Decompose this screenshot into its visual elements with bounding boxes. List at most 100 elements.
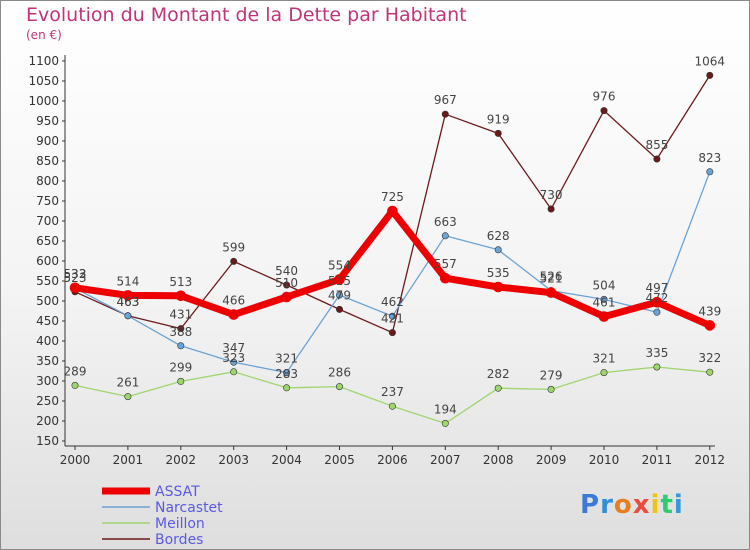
- data-label-narcastet: 628: [487, 229, 510, 243]
- data-label-bordes: 1064: [695, 54, 726, 68]
- data-label-bordes: 855: [645, 138, 668, 152]
- data-point-meillon: [706, 368, 714, 376]
- y-tick-label: 400: [36, 334, 59, 348]
- data-label-assat: 510: [275, 276, 298, 290]
- data-point-assat: [175, 290, 187, 302]
- y-tick-label: 200: [36, 414, 59, 428]
- logo-letter: i: [650, 490, 661, 520]
- x-tick-label: 2011: [642, 453, 673, 467]
- x-tick-label: 2003: [218, 453, 249, 467]
- data-point-assat: [651, 296, 663, 308]
- data-point-meillon: [283, 384, 291, 392]
- logo-letter: r: [600, 490, 614, 520]
- data-point-bordes: [283, 281, 291, 289]
- data-point-meillon: [441, 419, 449, 427]
- data-point-meillon: [653, 363, 661, 371]
- data-point-meillon: [388, 402, 396, 410]
- data-label-assat: 514: [116, 274, 139, 288]
- data-label-meillon: 322: [698, 351, 721, 365]
- data-label-narcastet: 321: [275, 352, 298, 366]
- data-label-assat: 725: [381, 190, 404, 204]
- proxiti-logo: Proxiti: [580, 490, 684, 520]
- data-point-bordes: [388, 329, 396, 337]
- data-label-narcastet: 462: [381, 295, 404, 309]
- data-label-meillon: 279: [540, 368, 563, 382]
- data-label-meillon: 261: [116, 376, 139, 390]
- data-point-narcastet: [124, 312, 132, 320]
- y-tick-label: 1100: [28, 54, 59, 68]
- y-tick-label: 550: [36, 274, 59, 288]
- y-tick-label: 500: [36, 294, 59, 308]
- data-point-narcastet: [335, 291, 343, 299]
- data-point-bordes: [335, 305, 343, 313]
- logo-letter: x: [632, 490, 651, 520]
- data-label-narcastet: 663: [434, 215, 457, 229]
- data-label-bordes: 730: [540, 188, 563, 202]
- data-point-meillon: [547, 385, 555, 393]
- data-point-assat: [545, 287, 557, 298]
- data-point-meillon: [124, 393, 132, 401]
- data-point-assat: [122, 290, 134, 301]
- x-tick-label: 2008: [483, 453, 514, 467]
- data-point-bordes: [230, 257, 238, 265]
- y-tick-label: 900: [36, 134, 59, 148]
- data-label-assat: 533: [64, 267, 87, 281]
- data-label-bordes: 523: [64, 271, 87, 285]
- data-label-bordes: 431: [169, 308, 192, 322]
- y-tick-label: 150: [36, 434, 59, 448]
- data-label-assat: 439: [698, 304, 721, 318]
- x-tick-label: 2005: [324, 453, 355, 467]
- x-tick-label: 2004: [271, 453, 302, 467]
- data-point-narcastet: [283, 369, 291, 377]
- chart-title: Evolution du Montant de la Dette par Hab…: [26, 4, 467, 26]
- x-tick-label: 2009: [536, 453, 567, 467]
- data-label-narcastet: 472: [645, 291, 668, 305]
- data-point-assat: [69, 282, 81, 294]
- x-tick-label: 2010: [589, 453, 620, 467]
- y-tick-label: 950: [36, 114, 59, 128]
- x-tick-label: 2000: [60, 453, 91, 467]
- data-label-bordes: 463: [116, 295, 139, 309]
- y-tick-label: 350: [36, 354, 59, 368]
- data-point-narcastet: [706, 168, 714, 176]
- data-label-narcastet: 526: [540, 270, 563, 284]
- data-point-narcastet: [388, 312, 396, 320]
- data-point-bordes: [441, 110, 449, 118]
- data-label-meillon: 289: [64, 364, 87, 378]
- data-point-narcastet: [230, 358, 238, 366]
- logo-letter: o: [613, 490, 633, 520]
- data-point-assat: [439, 272, 451, 284]
- data-label-meillon: 194: [434, 402, 457, 416]
- y-tick-label: 1000: [28, 94, 59, 108]
- data-label-narcastet: 823: [698, 151, 721, 165]
- y-tick-label: 450: [36, 314, 59, 328]
- data-label-assat: 535: [487, 266, 510, 280]
- x-tick-label: 2012: [695, 453, 726, 467]
- logo-letter: t: [660, 490, 674, 520]
- data-label-narcastet: 532: [64, 267, 87, 281]
- data-label-assat: 513: [169, 275, 192, 289]
- y-tick-label: 700: [36, 214, 59, 228]
- data-point-narcastet: [441, 232, 449, 240]
- data-label-narcastet: 463: [116, 295, 139, 309]
- data-point-meillon: [230, 368, 238, 376]
- data-label-bordes: 479: [328, 288, 351, 302]
- data-point-meillon: [71, 381, 79, 389]
- logo-letter: i: [673, 490, 684, 520]
- data-point-assat: [492, 281, 504, 293]
- logo-letter: P: [580, 490, 601, 520]
- data-point-assat: [387, 205, 398, 217]
- data-label-assat: 497: [645, 281, 668, 295]
- data-point-bordes: [653, 155, 661, 163]
- legend-label-bordes: Bordes: [155, 532, 203, 548]
- unit-label: (en €): [26, 28, 62, 42]
- y-tick-label: 300: [36, 374, 59, 388]
- legend-label-assat: ASSAT: [155, 484, 200, 500]
- data-point-narcastet: [494, 246, 502, 254]
- data-point-meillon: [335, 383, 343, 391]
- data-label-narcastet: 515: [328, 274, 351, 288]
- y-tick-label: 250: [36, 394, 59, 408]
- data-label-narcastet: 388: [169, 325, 192, 339]
